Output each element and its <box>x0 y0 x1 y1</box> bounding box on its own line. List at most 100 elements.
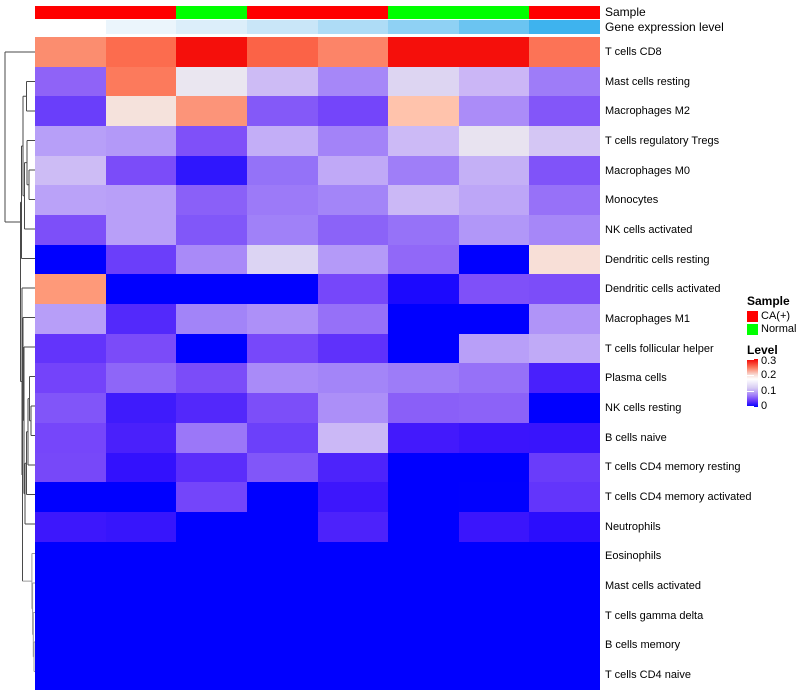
heatmap-cell <box>458 393 530 423</box>
heatmap-cell <box>246 511 318 542</box>
heatmap-cell <box>388 571 459 601</box>
heatmap-cell <box>246 215 318 245</box>
heatmap-cell <box>176 304 247 334</box>
heatmap-cell <box>246 363 318 394</box>
sample-annotation-label: Sample <box>605 5 646 19</box>
heatmap-cell <box>529 482 600 512</box>
heatmap-cell <box>176 452 247 483</box>
heatmap-cell <box>105 482 177 512</box>
level-tick-label: 0.2 <box>761 369 777 381</box>
level-colorbar <box>747 359 758 407</box>
heatmap-cell <box>529 422 600 453</box>
heatmap-cell <box>529 66 600 97</box>
heatmap-cell <box>105 126 177 156</box>
heatmap-cell <box>105 215 177 245</box>
row-label: NK cells activated <box>605 223 693 236</box>
row-label: Macrophages M2 <box>605 105 690 118</box>
heatmap-cell <box>105 304 177 334</box>
heatmap-cell <box>35 274 106 305</box>
heatmap-cell <box>458 600 530 631</box>
heatmap-cell <box>35 96 106 127</box>
gene-annotation-cell <box>105 20 177 34</box>
heatmap-cell <box>246 96 318 127</box>
heatmap-cell <box>105 333 177 364</box>
heatmap-cell <box>529 511 600 542</box>
heatmap-cell <box>176 96 247 127</box>
row-label: T cells CD4 memory activated <box>605 491 752 504</box>
gene-annotation-cell <box>246 20 318 34</box>
heatmap-cell <box>35 422 106 453</box>
heatmap-cell <box>35 482 106 512</box>
heatmap-cell <box>35 304 106 334</box>
heatmap-cell <box>176 541 247 572</box>
heatmap-cell <box>317 600 389 631</box>
gene-annotation-cell <box>458 20 530 34</box>
heatmap-cell <box>35 244 106 275</box>
heatmap-cell <box>388 37 459 67</box>
sample-annotation-cell <box>35 6 106 19</box>
row-label: Mast cells resting <box>605 75 690 88</box>
heatmap-cell <box>35 571 106 601</box>
heatmap-cell <box>529 333 600 364</box>
heatmap-cell <box>458 155 530 186</box>
heatmap-cell <box>35 660 106 690</box>
legend-item-ca: CA(+) <box>747 310 799 322</box>
heatmap-cell <box>388 96 459 127</box>
heatmap-cell <box>105 393 177 423</box>
gene-annotation-cell <box>176 20 247 34</box>
heatmap-cell <box>35 155 106 186</box>
heatmap-cell <box>317 422 389 453</box>
heatmap-cell <box>388 304 459 334</box>
row-label: T cells gamma delta <box>605 609 704 622</box>
heatmap-cell <box>105 37 177 67</box>
heatmap-cell <box>529 600 600 631</box>
heatmap-cell <box>105 422 177 453</box>
gene-annotation-cell <box>317 20 389 34</box>
gene-annotation-cell <box>388 20 459 34</box>
heatmap-cell <box>458 304 530 334</box>
legend-level-title: Level <box>747 343 778 357</box>
heatmap-cell <box>246 630 318 661</box>
heatmap-cell <box>317 333 389 364</box>
heatmap-cell <box>105 96 177 127</box>
heatmap-cell <box>105 660 177 690</box>
heatmap-cell <box>176 511 247 542</box>
heatmap-cell <box>388 482 459 512</box>
heatmap-grid <box>35 37 600 690</box>
gene-annotation-label: Gene expression level <box>605 20 724 34</box>
heatmap-cell <box>388 66 459 97</box>
gene-expression-annotation-bar <box>35 20 600 34</box>
heatmap-cell <box>388 630 459 661</box>
level-tick-label: 0.1 <box>761 385 777 397</box>
row-label: B cells naive <box>605 431 667 444</box>
sample-annotation-cell <box>105 6 177 19</box>
heatmap-cell <box>458 333 530 364</box>
heatmap-cell <box>388 452 459 483</box>
heatmap-cell <box>176 333 247 364</box>
level-tick-label: 0.3 <box>761 355 777 367</box>
row-label: T cells CD4 naive <box>605 669 691 682</box>
heatmap-cell <box>35 37 106 67</box>
heatmap-cell <box>317 155 389 186</box>
heatmap-cell <box>35 215 106 245</box>
row-label: T cells CD4 memory resting <box>605 461 741 474</box>
heatmap-cell <box>176 422 247 453</box>
heatmap-cell <box>458 452 530 483</box>
row-label: Dendritic cells activated <box>605 283 721 296</box>
heatmap-cell <box>105 630 177 661</box>
heatmap-cell <box>458 244 530 275</box>
heatmap-cell <box>246 393 318 423</box>
heatmap-cell <box>317 511 389 542</box>
heatmap-cell <box>529 126 600 156</box>
heatmap-cell <box>246 600 318 631</box>
heatmap-cell <box>458 66 530 97</box>
heatmap-cell <box>246 452 318 483</box>
gene-annotation-cell <box>529 20 600 34</box>
heatmap-cell <box>246 37 318 67</box>
heatmap-cell <box>458 274 530 305</box>
heatmap-cell <box>35 126 106 156</box>
heatmap-cell <box>35 452 106 483</box>
heatmap-cell <box>176 630 247 661</box>
heatmap-cell <box>458 126 530 156</box>
heatmap-cell <box>105 155 177 186</box>
